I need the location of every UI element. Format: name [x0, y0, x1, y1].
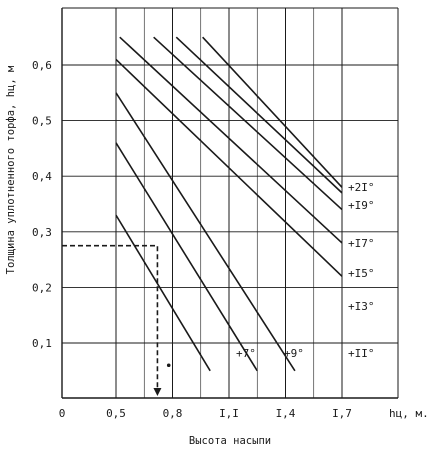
y-tick-label: 0,4: [32, 170, 52, 183]
x-tick-label: 0: [59, 407, 66, 420]
y-tick-label: 0,2: [32, 281, 52, 294]
y-tick-label: 0,6: [32, 59, 52, 72]
dashed-lookup-line-0: [62, 246, 157, 394]
x-axis-unit-label: hц, м.: [389, 407, 429, 420]
labels: 0,1 0,2 0,3 0,4 0,5 0,6 0 0,5 0,8 I,I I,4 I,7 hц, м.…: [5, 59, 429, 447]
series-line-6: [176, 37, 342, 193]
y-tick-label: 0,1: [32, 337, 52, 350]
stray-dot: [167, 363, 171, 367]
series-line-7: [203, 37, 342, 187]
x-tick-label: 0,5: [106, 407, 126, 420]
y-axis-title: Толщина уплотненного торфа, hц, м: [5, 65, 17, 274]
series-line-1: [116, 143, 257, 371]
series-label-1: +9°: [284, 347, 304, 360]
series-label-5: +I7°: [348, 237, 375, 250]
x-tick-label: 0,8: [163, 407, 183, 420]
y-tick-label: 0,3: [32, 226, 52, 239]
series-label-6: +I9°: [348, 199, 375, 212]
series-label-4: +I5°: [348, 267, 375, 280]
series-label-3: +I3°: [348, 300, 375, 313]
series-label-7: +2I°: [348, 181, 375, 194]
y-tick-label: 0,5: [32, 115, 52, 128]
series-line-0: [116, 215, 210, 371]
x-axis-title: Высота насыпи: [189, 435, 271, 447]
x-tick-label: I,I: [219, 407, 239, 420]
x-tick-label: I,4: [276, 407, 296, 420]
x-tick-label: I,7: [332, 407, 352, 420]
dashed-lookup-arrow-0: [153, 388, 161, 396]
series-label-2: +II°: [348, 347, 375, 360]
series-label-0: +7°: [236, 347, 256, 360]
